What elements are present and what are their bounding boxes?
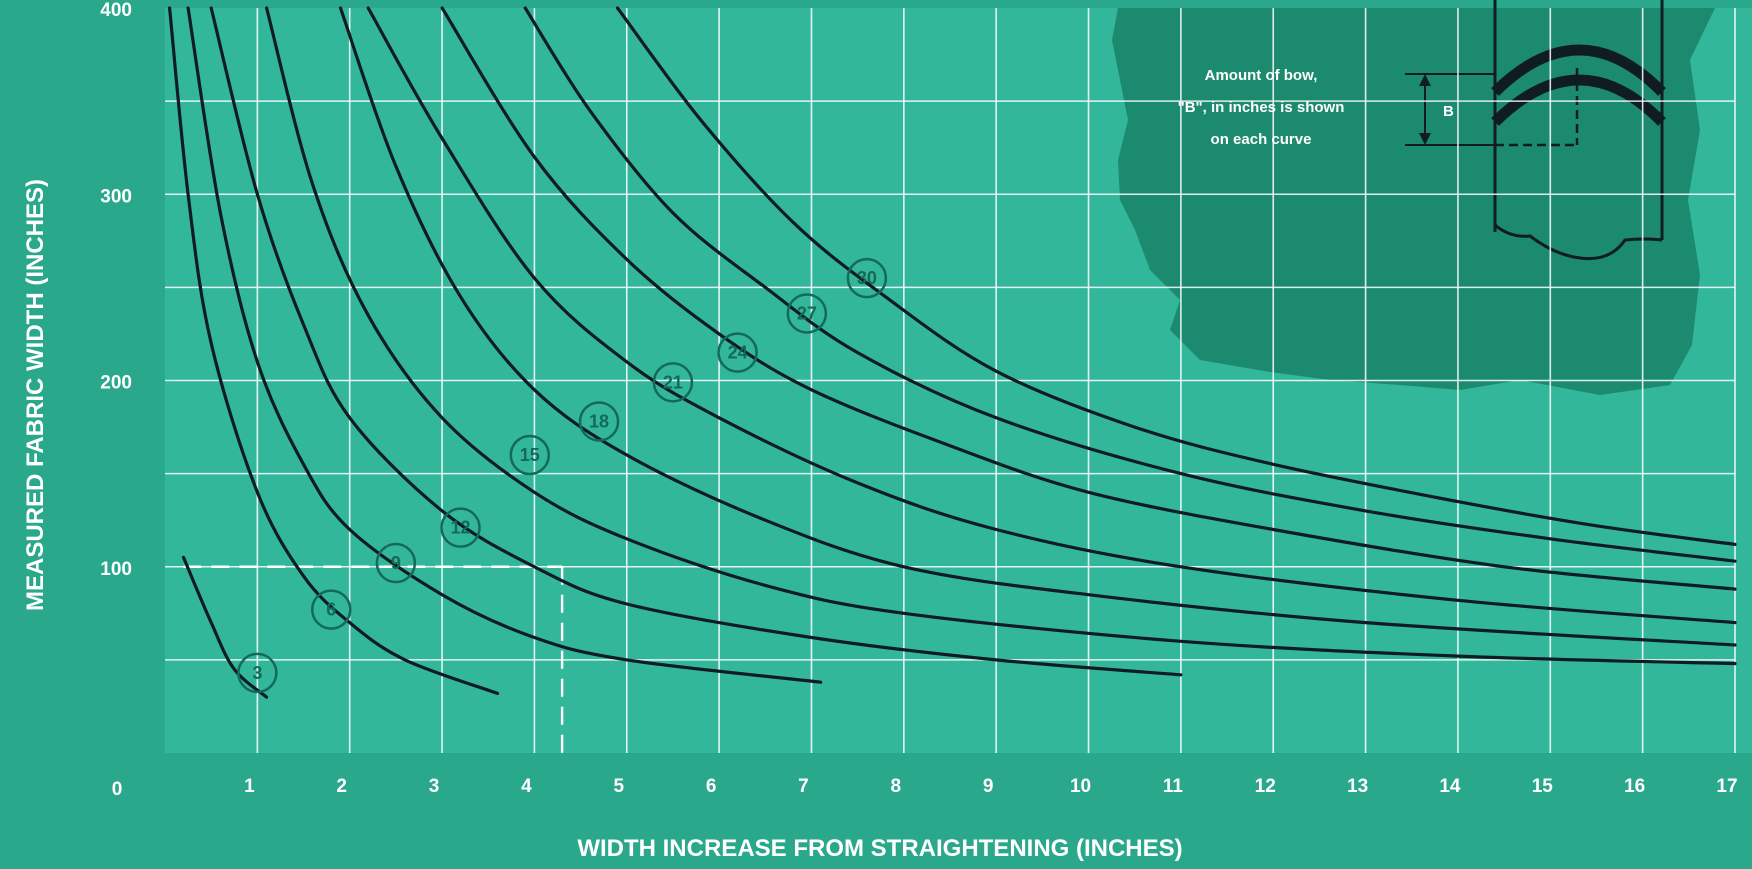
x-tick-13: 13 [1347,776,1368,797]
dimension-label-b: B [1443,103,1454,120]
x-tick-5: 5 [613,776,624,797]
curve-label-circle-15 [509,434,551,476]
x-tick-15: 15 [1532,776,1554,797]
curve-label-15: 15 [520,445,540,465]
x-tick-17: 17 [1716,776,1737,797]
x-tick-7: 7 [798,776,809,797]
grid [165,8,1736,753]
curve-label-27: 27 [797,303,817,323]
curve-label-6: 6 [326,600,336,620]
curve-label-3: 3 [252,663,262,683]
curve-bow-27 [523,6,1737,563]
inset-note-line-2: "B", in inches is shown [1178,99,1345,116]
curve-label-circle-6 [310,589,352,630]
curve-label-circle-18 [578,401,620,442]
curve-bow-30 [615,6,1737,546]
curve-bow-6 [168,6,500,695]
x-tick-12: 12 [1255,776,1276,797]
curve-label-30: 30 [857,268,877,288]
curve-label-21: 21 [663,372,683,392]
y-tick-400: 400 [100,0,132,21]
x-tick-16: 16 [1624,776,1645,797]
curve-bow-9 [186,6,823,684]
inset-panel [1112,8,1715,395]
x-tick-14: 14 [1439,776,1461,797]
curve-bow-21 [366,6,1737,625]
curve-bow-3 [181,555,269,699]
curve-label-circle-27 [786,293,828,334]
y-tick-100: 100 [100,559,132,580]
dimension-arrow-up [1419,74,1431,86]
x-tick-1: 1 [244,776,255,797]
dimension-arrow-down [1419,133,1431,145]
example-guide [183,565,564,753]
x-tick-11: 11 [1163,776,1184,797]
curve-label-circle-12 [440,507,481,548]
x-tick-2: 2 [336,776,347,797]
x-tick-origin: 0 [112,779,123,800]
curve-label-circle-21 [652,362,694,403]
fabric-torn-edge [1494,223,1663,261]
y-tick-300: 300 [100,186,132,207]
curve-label-circle-30 [846,257,888,299]
y-axis-title: MEASURED FABRIC WIDTH (INCHES) [22,179,49,611]
curve-label-circle-9 [375,542,417,584]
y-tick-200: 200 [100,373,132,394]
curve-labels: 3 6 9 12 15 18 21 24 27 30 [237,257,888,694]
curve-label-9: 9 [391,553,401,573]
curve-bow-12 [209,6,1183,677]
x-tick-3: 3 [429,776,440,797]
x-axis-ticks: 0 1 2 3 4 5 6 7 8 9 10 11 12 13 14 15 16 17 [112,776,1738,800]
x-axis-title: WIDTH INCREASE FROM STRAIGHTENING (INCHE… [577,835,1182,862]
x-tick-8: 8 [891,776,902,797]
curve-label-circle-24 [717,332,758,373]
curve-label-18: 18 [589,411,609,431]
inset-note-line-1: Amount of bow, [1205,67,1318,84]
curve-bow-18 [338,6,1737,647]
curve-label-circle-3 [237,652,278,694]
bow-curves [168,6,1737,699]
curve-label-12: 12 [451,518,471,538]
curve-label-24: 24 [728,343,748,363]
y-axis-ticks: 100 200 300 400 [100,0,132,580]
inset-note-line-3: on each curve [1211,131,1312,148]
x-tick-9: 9 [983,776,994,797]
x-tick-4: 4 [521,776,532,797]
x-tick-10: 10 [1070,776,1091,797]
curve-bow-24 [440,6,1737,591]
x-tick-6: 6 [706,776,717,797]
curve-bow-15 [265,6,1737,666]
